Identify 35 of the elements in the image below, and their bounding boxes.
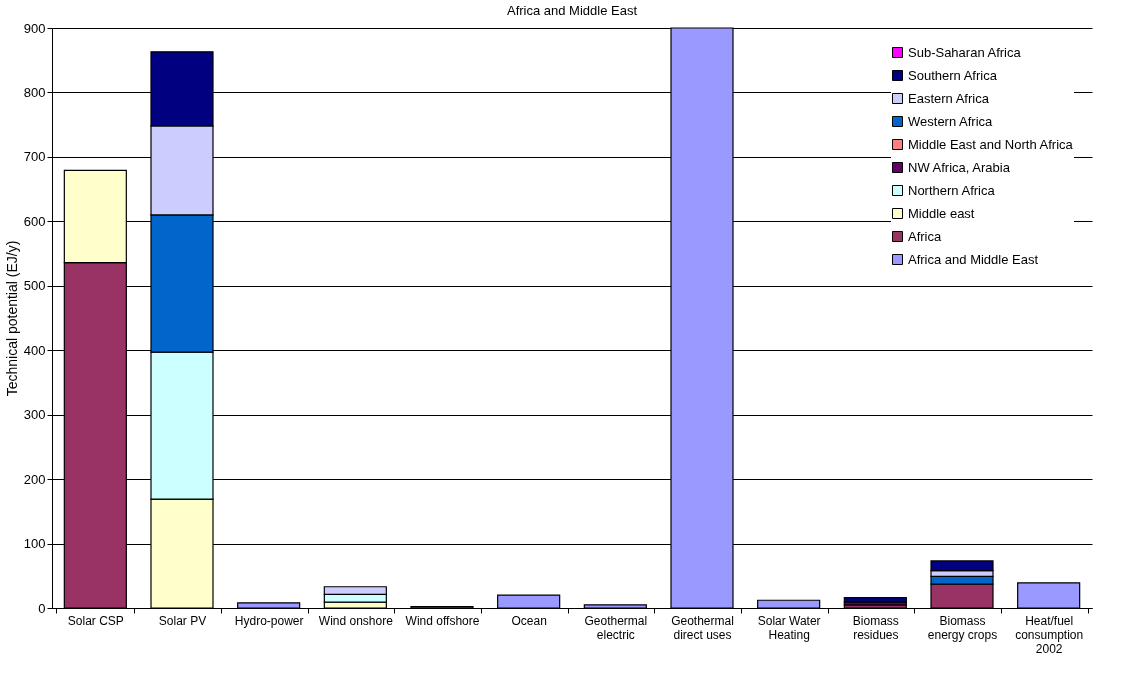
legend-label: Sub-Saharan Africa — [908, 44, 1022, 60]
legend-label: Africa and Middle East — [908, 251, 1039, 267]
y-tick-label: 0 — [38, 600, 46, 616]
y-tick-label: 100 — [23, 536, 46, 552]
x-tick-label: Geothermal direct uses — [671, 613, 734, 642]
legend-label: Middle East and North Africa — [908, 136, 1074, 152]
x-tick-label: Ocean — [511, 613, 547, 628]
y-tick-label: 600 — [23, 213, 46, 229]
legend-label: Western Africa — [908, 113, 994, 129]
legend-label: Africa — [908, 228, 942, 244]
x-tick-label: Solar CSP — [67, 613, 124, 628]
legend-label: Northern Africa — [908, 182, 996, 198]
x-tick-label: Wind onshore — [318, 613, 394, 628]
x-tick-label: Heat/fuel consumption 2002 — [1015, 613, 1084, 656]
x-tick-label: Geothermal electric — [584, 613, 648, 642]
y-tick-label: 800 — [23, 84, 46, 100]
x-tick-label: Hydro-power — [234, 613, 304, 628]
y-tick-label: 900 — [23, 20, 46, 36]
y-tick-label: 500 — [23, 278, 46, 294]
x-tick-label: Biomass energy crops — [927, 613, 998, 642]
legend-label: Southern Africa — [908, 67, 998, 83]
chart-title: Africa and Middle East — [506, 3, 638, 18]
x-tick-label: Solar Water Heating — [757, 613, 821, 642]
x-tick-label: Solar PV — [158, 613, 207, 628]
y-axis-title: Technical potential (EJ/y) — [3, 240, 20, 397]
y-tick-label: 700 — [23, 149, 46, 165]
legend-label: Middle east — [908, 205, 975, 221]
x-tick-label: Wind offshore — [405, 613, 480, 628]
legend-label: Eastern Africa — [908, 90, 990, 106]
bar — [843, 597, 907, 603]
legend-label: NW Africa, Arabia — [908, 159, 1011, 175]
x-tick-label: Biomass residues — [852, 613, 899, 642]
y-tick-label: 300 — [23, 407, 46, 423]
y-tick-label: 200 — [23, 471, 46, 487]
y-tick-label: 400 — [23, 342, 46, 358]
